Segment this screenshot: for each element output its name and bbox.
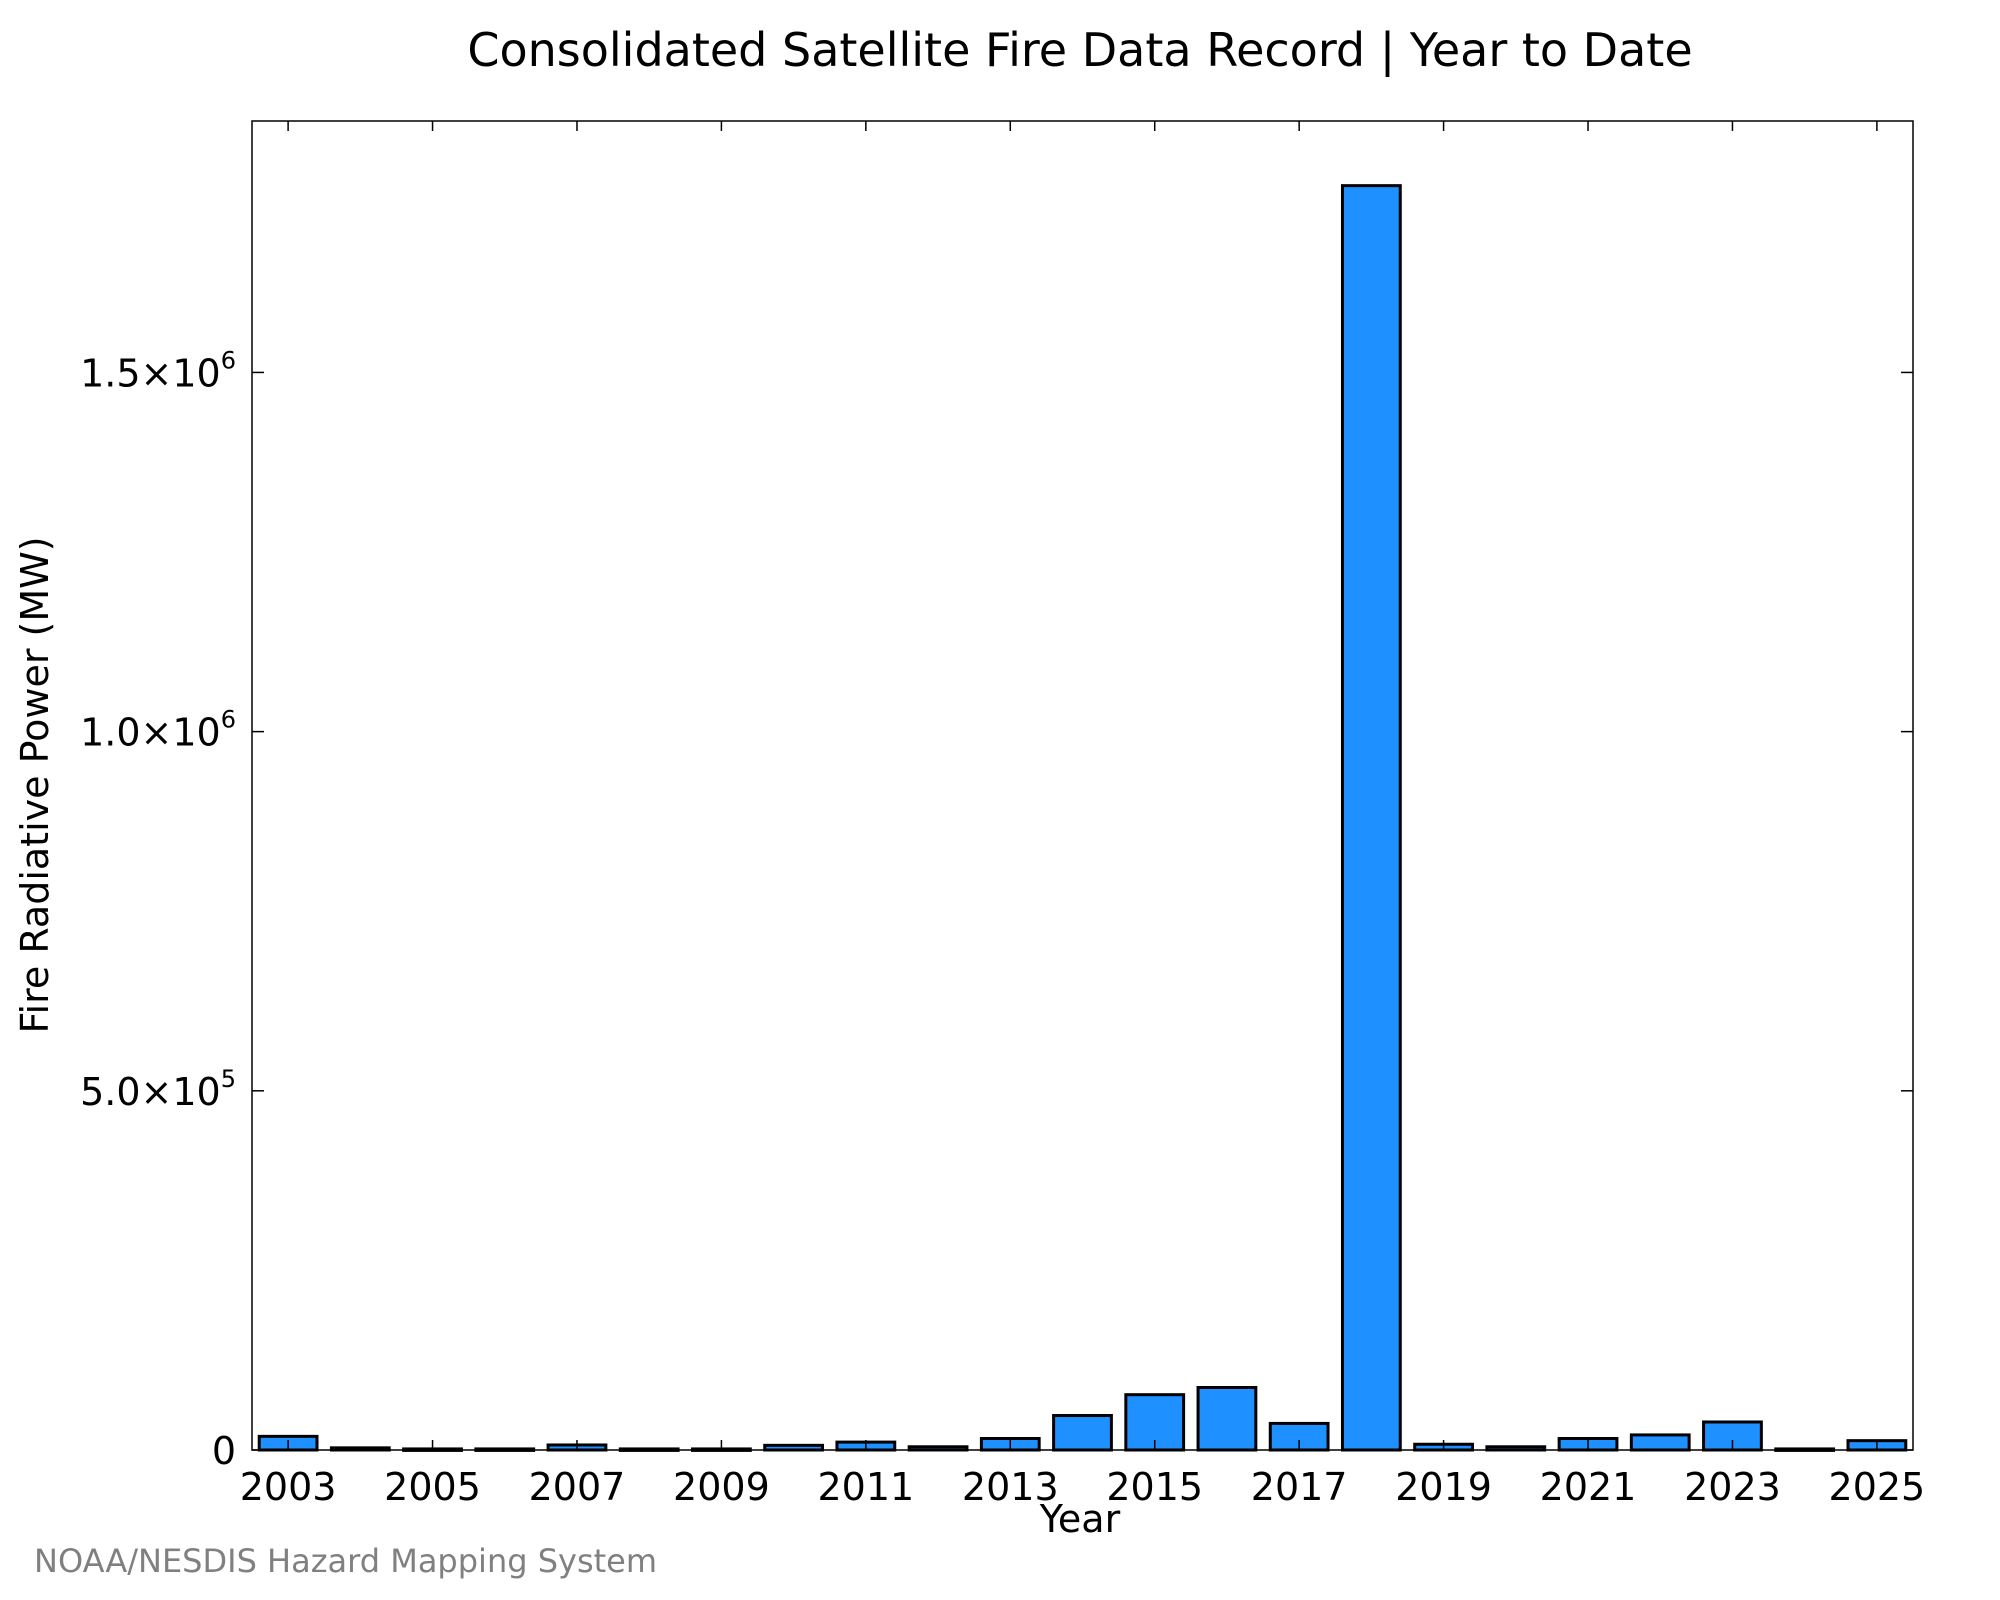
- bar-2022: [1629, 1433, 1691, 1452]
- x-tick-label-2003: 2003: [240, 1465, 337, 1509]
- y-tick-label: 5.0×105: [80, 1065, 236, 1114]
- x-axis-label: Year: [1039, 1497, 1121, 1541]
- x-tick-label-2013: 2013: [962, 1465, 1059, 1509]
- x-tick-label-2005: 2005: [384, 1465, 481, 1509]
- bar-2016: [1196, 1386, 1258, 1452]
- bar-2018: [1340, 184, 1402, 1452]
- x-tick-label-2019: 2019: [1395, 1465, 1492, 1509]
- x-tick-label-2017: 2017: [1251, 1465, 1348, 1509]
- bar-2017: [1268, 1421, 1330, 1452]
- x-tick-label-2015: 2015: [1106, 1465, 1203, 1509]
- plot-frame: [251, 120, 1914, 1451]
- x-tick-label-2021: 2021: [1540, 1465, 1637, 1509]
- axis-ticks: 2003 2005 2007 2009 2011 2013 2015 2017 2019 2021…: [80, 121, 1925, 1509]
- y-tick-label: 1.0×106: [80, 706, 236, 755]
- plot-area: [257, 184, 1908, 1452]
- x-tick-label-2007: 2007: [529, 1465, 626, 1509]
- x-tick-label-2023: 2023: [1684, 1465, 1781, 1509]
- x-tick-label-2009: 2009: [673, 1465, 770, 1509]
- bar-2014: [1052, 1414, 1113, 1452]
- x-tick-label-2025: 2025: [1829, 1465, 1926, 1509]
- y-axis-label: Fire Radiative Power (MW): [13, 536, 57, 1033]
- y-tick-label: 0: [212, 1429, 236, 1473]
- y-tick-label: 1.5×106: [80, 346, 236, 395]
- x-tick-label-2011: 2011: [817, 1465, 914, 1509]
- chart-title: Consolidated Satellite Fire Data Record …: [467, 23, 1692, 78]
- credit-text: NOAA/NESDIS Hazard Mapping System: [34, 1542, 657, 1580]
